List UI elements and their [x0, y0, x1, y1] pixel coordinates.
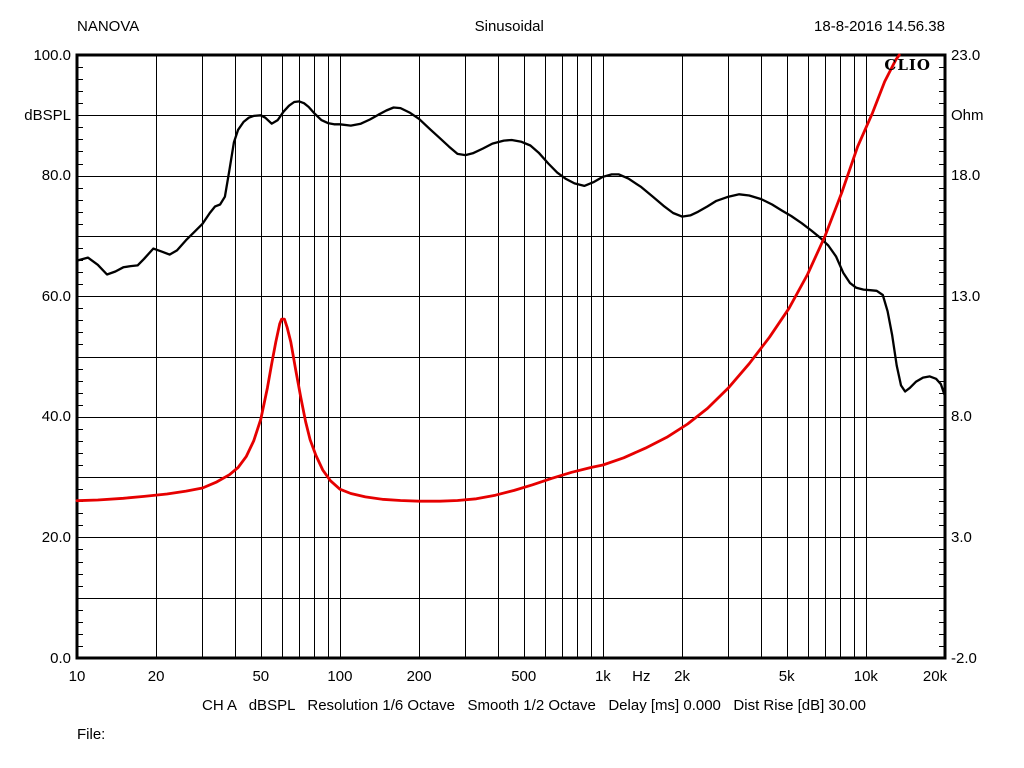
- right-axis-tick-label: 3.0: [951, 528, 972, 546]
- x-axis-tick-label: 5k: [778, 668, 795, 685]
- clio-logo: CLIO: [884, 56, 931, 74]
- right-axis-tick-label: 18.0: [951, 167, 981, 185]
- left-axis-unit-label: dBSPL: [24, 107, 71, 124]
- x-axis-tick-label: 2k: [674, 668, 690, 685]
- left-axis-tick-label: 20.0: [41, 528, 71, 546]
- right-axis-tick-label: 13.0: [951, 287, 981, 305]
- left-axis-tick-label: 40.0: [41, 408, 71, 426]
- x-axis-tick-label: 10k: [853, 668, 878, 685]
- left-axis-tick-label: 0.0: [50, 649, 71, 667]
- x-axis-unit-label: Hz: [632, 668, 651, 685]
- timestamp: 18-8-2016 14.56.38: [814, 18, 945, 35]
- x-axis-tick-label: 20: [147, 668, 165, 685]
- status-line: CH A dBSPL Resolution 1/6 Octave Smooth …: [202, 697, 866, 714]
- right-axis-unit-label: Ohm: [951, 107, 984, 124]
- file-label: File:: [77, 726, 106, 743]
- x-axis-tick-label: 50: [252, 668, 270, 685]
- x-axis-tick-label: 500: [511, 668, 537, 685]
- measurement-title: NANOVA: [77, 18, 140, 35]
- right-axis-tick-label: -2.0: [951, 649, 977, 667]
- left-axis-tick-label: 100.0: [33, 46, 71, 64]
- x-axis-tick-label: 100: [327, 668, 353, 685]
- x-axis-tick-label: 1k: [594, 668, 611, 685]
- left-axis-tick-label: 60.0: [41, 287, 71, 305]
- x-axis-tick-label: 200: [406, 668, 432, 685]
- x-axis-tick-label: 20k: [922, 668, 948, 685]
- measurement-mode: Sinusoidal: [474, 18, 544, 35]
- x-axis-tick-label: 10: [68, 668, 86, 685]
- right-axis-tick-label: 8.0: [951, 408, 972, 426]
- right-axis-tick-label: 23.0: [951, 46, 981, 64]
- left-axis-tick-label: 80.0: [41, 167, 71, 185]
